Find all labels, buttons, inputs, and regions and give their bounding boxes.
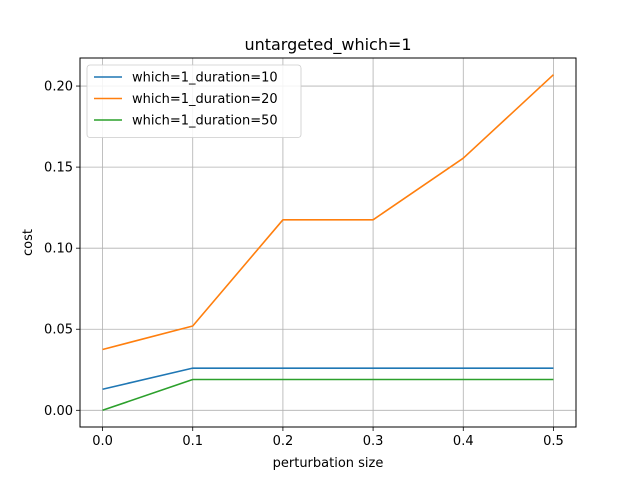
y-tick-label: 0.15 (44, 161, 73, 176)
series-line (102, 74, 554, 351)
legend-box (86, 64, 302, 138)
legend-label: which=1_duration=50 (132, 114, 278, 129)
x-tick-label: 0.4 (453, 434, 474, 449)
series-layer (102, 74, 554, 412)
y-tick-label: 0.05 (44, 323, 73, 338)
x-tick-label: 0.1 (182, 434, 203, 449)
y-axis-title: cost (21, 229, 36, 256)
legend-label: which=1_duration=20 (132, 92, 278, 107)
legend-label: which=1_duration=10 (132, 71, 278, 86)
x-axis-title: perturbation size (273, 456, 384, 471)
y-tick-label: 0.20 (44, 80, 73, 95)
plot-frame (79, 57, 577, 428)
x-tick-label: 0.0 (92, 434, 113, 449)
legend: which=1_duration=10 which=1_duration=20wh… (86, 64, 302, 138)
series-line (102, 378, 554, 412)
axis-ticks: 0.0 0.1 0.2 0.3 0.4 0.5 0.00 0.05 0.10 0.15 0.20 (44, 80, 564, 449)
y-tick-label: 0.00 (44, 404, 73, 419)
x-tick-label: 0.2 (273, 434, 294, 449)
chart-title: untargeted_which=1 (244, 35, 411, 55)
x-tick-label: 0.5 (543, 434, 564, 449)
series-line (102, 367, 554, 390)
y-tick-label: 0.10 (44, 242, 73, 257)
x-tick-label: 0.3 (363, 434, 384, 449)
